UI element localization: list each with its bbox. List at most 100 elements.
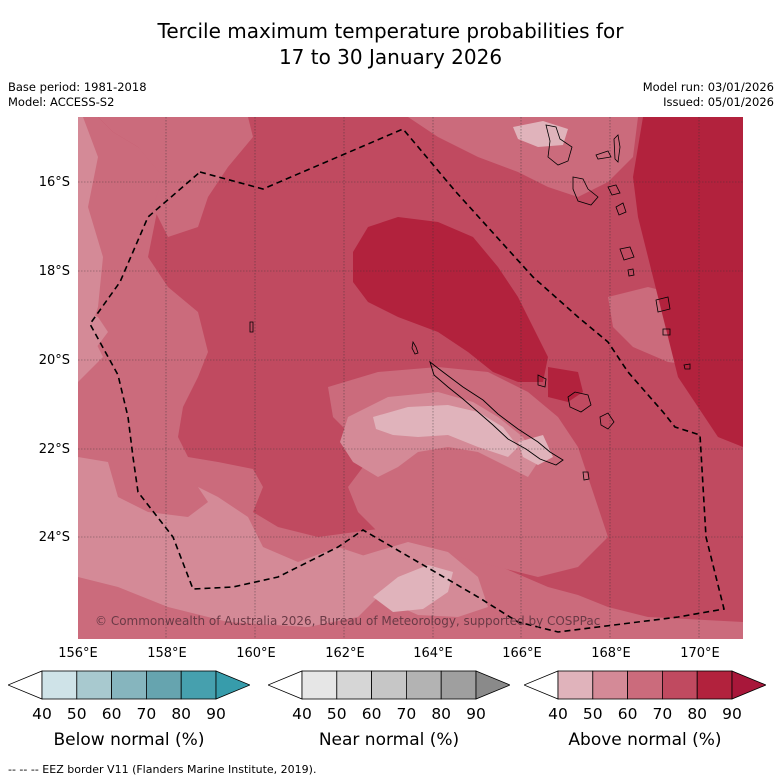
colorbar-graphic [6,670,252,700]
colorbar-below-title: Below normal (%) [53,730,205,750]
colorbar-segment [371,670,407,700]
map-title: Tercile maximum temperature probabilitie… [0,18,781,70]
loyalty-island-2 [599,412,615,430]
colorbar-above-title: Above normal (%) [568,730,722,750]
issued-date: Issued: 05/01/2026 [663,95,774,109]
colorbar-segment [76,670,113,700]
colorbar-arrow-high [731,670,768,700]
region-above-90-east-mid [548,367,583,402]
colorbar-tick-label: 80 [687,705,708,723]
pentecost [613,134,621,163]
colorbar-tick-label: 50 [326,705,347,723]
isle-of-pines [582,471,590,481]
colorbar-graphic [266,670,512,700]
title-line-1: Tercile maximum temperature probabilitie… [157,19,624,43]
colorbar-segment [696,670,733,700]
matthew-hunter [655,296,671,313]
eez-legend: -- -- -- EEZ border V11 (Flanders Marine… [8,763,317,776]
colorbar-near-title: Near normal (%) [318,730,460,750]
colorbar-segment [336,670,373,700]
colorbar-tick-label: 60 [101,705,122,723]
ambae [595,150,612,160]
map-panel[interactable]: © Commonwealth of Australia 2026, Bureau… [78,117,743,639]
lat-label-22s: 22°S [38,442,70,457]
lon-label-156e: 156°E [58,646,98,661]
lon-label-164e: 164°E [413,646,453,661]
east-islet-2 [683,363,691,370]
region-above-50-top [513,121,568,147]
colorbar-above-normal [522,670,768,704]
malekula [572,176,599,206]
region-above-60-west [78,117,103,347]
region-above-70-ne [408,117,638,197]
region-above-60-sw [78,457,388,627]
loyalty-island-1 [567,391,592,413]
lon-label-162e: 162°E [325,646,365,661]
colorbar-segment [627,670,663,700]
colorbar-tick-label: 40 [548,705,568,723]
eez-border [89,128,725,633]
colorbar-segment [592,670,629,700]
probability-map [78,117,743,639]
copyright-notice: © Commonwealth of Australia 2026, Bureau… [95,614,601,628]
new-caledonia-land [429,360,564,466]
colorbar-tick-label: 40 [292,705,312,723]
title-line-2: 17 to 30 January 2026 [278,45,503,69]
colorbar-arrow-low [6,670,43,700]
model-run: Model run: 03/01/2026 [642,80,774,94]
loyalty-island-3 [537,374,547,388]
colorbar-tick-label: 80 [431,705,452,723]
colorbar-segment [145,670,182,700]
east-islet-1 [662,328,671,336]
espiritu-santo [545,124,573,166]
region-above-50-ne-island [518,435,553,465]
colorbar-near-normal [266,670,512,704]
lat-label-24s: 24°S [38,530,70,545]
tanna [627,268,635,277]
colorbar-segment [405,670,442,700]
colorbar-below-normal [6,670,252,704]
region-above-90-east [633,117,743,447]
region-above-90-central [353,217,548,382]
colorbar-segment [440,670,477,700]
colorbar-arrow-high [215,670,252,700]
colorbar-tick-label: 70 [136,705,157,723]
colorbar-tick-label: 80 [171,705,192,723]
efate [615,202,627,216]
colorbar-tick-label: 50 [66,705,87,723]
lon-label-170e: 170°E [680,646,720,661]
colorbar-arrow-low [266,670,303,700]
model-name: Model: ACCESS-S2 [8,95,115,109]
region-above-70-west [78,117,743,639]
region-above-50-center [373,405,518,457]
colorbar-arrow-high [475,670,512,700]
colorbar-tick-label: 70 [652,705,673,723]
colorbar-tick-label: 40 [32,705,52,723]
colorbar-tick-label: 70 [396,705,417,723]
colorbar-segment [41,670,78,700]
epi [607,184,621,196]
colorbar-tick-label: 50 [582,705,603,723]
lat-label-18s: 18°S [38,264,70,279]
erromango [619,246,635,261]
colorbar-segment [301,670,338,700]
lat-label-20s: 20°S [38,353,70,368]
lat-label-16s: 16°S [38,175,70,190]
colorbar-tick-label: 60 [361,705,382,723]
colorbar-segment [661,670,698,700]
lon-label-158e: 158°E [147,646,187,661]
region-above-70-north [98,117,253,237]
colorbar-segment [557,670,594,700]
meta-left: Base period: 1981-2018 Model: ACCESS-S2 [8,80,147,110]
colorbar-segment [111,670,147,700]
colorbar-segment [180,670,217,700]
lon-label-160e: 160°E [236,646,276,661]
lon-label-168e: 168°E [591,646,631,661]
meta-right: Model run: 03/01/2026 Issued: 05/01/2026 [643,80,774,110]
colorbar-tick-label: 60 [617,705,638,723]
colorbar-arrow-low [522,670,559,700]
chesterfield-islet [249,321,254,333]
graticule [78,117,743,639]
base-period: Base period: 1981-2018 [8,80,147,94]
colorbar-graphic [522,670,768,700]
